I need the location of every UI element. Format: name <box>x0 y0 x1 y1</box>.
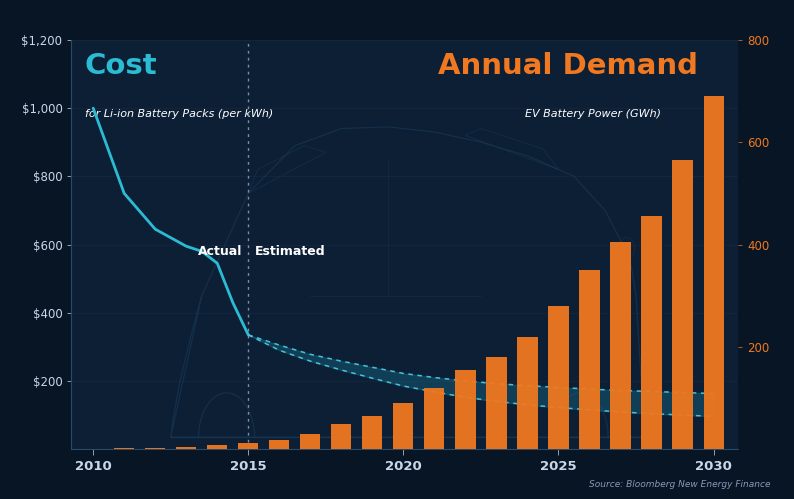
Bar <box>518 337 538 449</box>
Text: Actual: Actual <box>198 245 242 258</box>
Bar <box>580 270 599 449</box>
Text: for Li-ion Battery Packs (per kWh): for Li-ion Battery Packs (per kWh) <box>85 109 273 119</box>
Bar <box>145 448 165 449</box>
Bar <box>393 403 414 449</box>
Text: Cost: Cost <box>85 52 157 80</box>
Bar <box>642 217 661 449</box>
Bar <box>362 416 383 449</box>
Bar <box>611 242 630 449</box>
Bar <box>455 370 476 449</box>
Bar <box>673 160 692 449</box>
Bar <box>269 440 289 449</box>
Text: Estimated: Estimated <box>255 245 325 258</box>
Text: EV Battery Power (GWh): EV Battery Power (GWh) <box>525 109 661 119</box>
Text: Annual Demand: Annual Demand <box>438 52 698 80</box>
Bar <box>176 447 196 449</box>
Bar <box>238 443 258 449</box>
Text: Source: Bloomberg New Energy Finance: Source: Bloomberg New Energy Finance <box>588 480 770 489</box>
Bar <box>207 445 227 449</box>
Bar <box>703 96 723 449</box>
Bar <box>331 424 352 449</box>
Bar <box>300 434 321 449</box>
Bar <box>549 306 569 449</box>
Bar <box>114 448 134 449</box>
Bar <box>424 388 445 449</box>
Bar <box>487 357 507 449</box>
